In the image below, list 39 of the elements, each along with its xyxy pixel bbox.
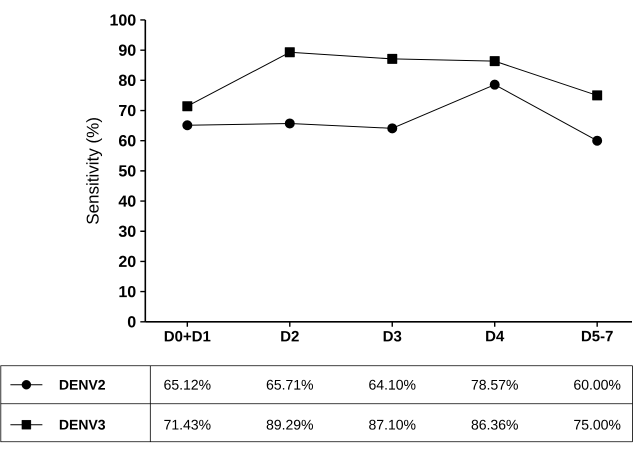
- y-tick-label: 100: [110, 14, 136, 26]
- x-tick-label: D0+D1: [164, 331, 210, 342]
- y-axis-title: Sensitivity (%): [86, 118, 102, 224]
- x-tick-label: D5-7: [582, 331, 613, 342]
- y-tick-label: 70: [119, 105, 136, 116]
- data-label: 71.43%: [164, 420, 211, 430]
- point: [284, 118, 295, 129]
- y-tick-label: 20: [118, 256, 136, 268]
- y-tick-label: 10: [119, 286, 136, 298]
- legend-label: DENV2: [60, 380, 105, 390]
- data-label: 75.00%: [574, 420, 620, 430]
- data-label: 78.57%: [472, 380, 518, 390]
- data-label: 60.00%: [574, 380, 620, 390]
- x-tick-label: D3: [384, 331, 402, 342]
- y-tick-label: 90: [118, 44, 136, 56]
- y-tick-label: 60: [118, 135, 136, 147]
- data-label: 89.29%: [266, 420, 314, 430]
- data-label: 65.12%: [164, 380, 211, 390]
- x-tick-label: D2: [281, 331, 299, 342]
- point: [387, 54, 398, 64]
- y-tick-label: 0: [128, 316, 136, 328]
- point: [182, 120, 192, 130]
- data-label: 86.36%: [472, 420, 518, 430]
- data-label: 65.71%: [266, 380, 314, 390]
- y-tick-label: 80: [118, 74, 136, 86]
- point: [592, 136, 602, 146]
- point: [592, 90, 602, 101]
- point: [387, 123, 398, 134]
- data-label: 87.10%: [369, 420, 416, 430]
- y-tick-label: 30: [118, 226, 136, 238]
- y-tick-label: 50: [118, 165, 136, 177]
- y-tick-label: 40: [118, 196, 136, 207]
- point: [490, 56, 500, 66]
- data-label: 64.10%: [369, 380, 416, 390]
- point: [182, 101, 192, 112]
- point: [284, 47, 295, 58]
- point: [490, 80, 500, 90]
- x-tick-label: D4: [486, 331, 504, 342]
- legend-label: DENV3: [60, 420, 106, 430]
